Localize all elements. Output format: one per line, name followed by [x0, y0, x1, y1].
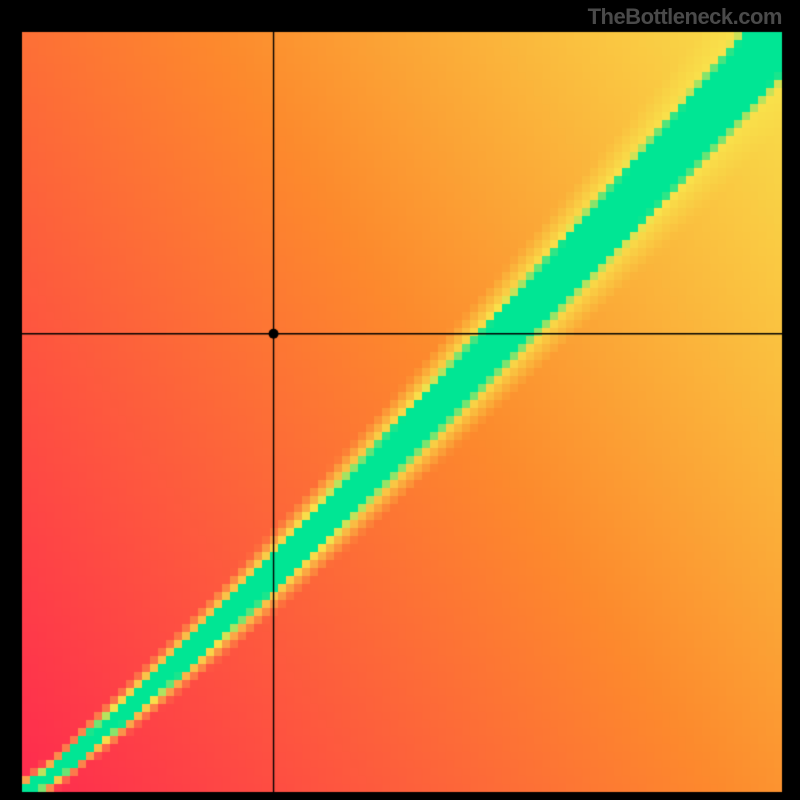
chart-container: TheBottleneck.com — [0, 0, 800, 800]
attribution-label: TheBottleneck.com — [588, 4, 782, 30]
bottleneck-heatmap-canvas — [0, 0, 800, 800]
